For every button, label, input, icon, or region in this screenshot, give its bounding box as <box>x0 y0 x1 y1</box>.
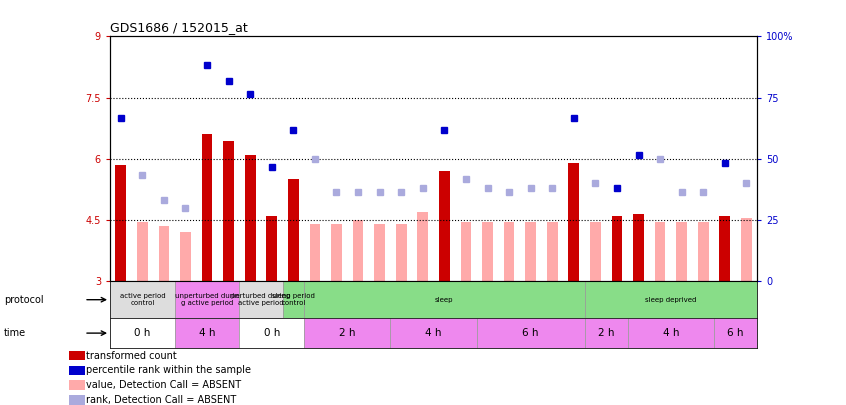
Text: GDS1686 / 152015_at: GDS1686 / 152015_at <box>110 21 248 34</box>
Text: 2 h: 2 h <box>339 328 355 338</box>
Bar <box>590 222 601 281</box>
Bar <box>390 318 476 348</box>
Bar <box>476 318 585 348</box>
Text: active period
control: active period control <box>119 293 165 306</box>
Bar <box>69 366 85 375</box>
Bar <box>115 165 126 281</box>
Bar <box>633 214 644 281</box>
Bar <box>585 318 628 348</box>
Text: unperturbed durin
g active period: unperturbed durin g active period <box>175 293 239 306</box>
Bar <box>714 318 757 348</box>
Bar <box>137 222 148 281</box>
Bar <box>283 281 304 318</box>
Text: rank, Detection Call = ABSENT: rank, Detection Call = ABSENT <box>86 395 237 405</box>
Bar <box>223 141 234 281</box>
Bar <box>288 179 299 281</box>
Bar <box>266 216 277 281</box>
Bar <box>719 216 730 281</box>
Text: sleep: sleep <box>435 297 453 303</box>
Bar <box>69 395 85 405</box>
Bar <box>239 281 283 318</box>
Bar <box>741 218 752 281</box>
Text: transformed count: transformed count <box>86 351 177 361</box>
Bar <box>439 171 450 281</box>
Bar <box>110 318 174 348</box>
Bar <box>460 222 471 281</box>
Bar <box>482 222 493 281</box>
Bar <box>69 351 85 360</box>
Text: 2 h: 2 h <box>598 328 614 338</box>
Bar <box>585 281 757 318</box>
Text: value, Detection Call = ABSENT: value, Detection Call = ABSENT <box>86 380 241 390</box>
Bar <box>525 222 536 281</box>
Text: 0 h: 0 h <box>264 328 280 338</box>
Bar <box>417 212 428 281</box>
Text: 4 h: 4 h <box>662 328 679 338</box>
Bar <box>331 224 342 281</box>
Bar <box>174 281 239 318</box>
Text: sleep period
control: sleep period control <box>272 293 315 306</box>
Text: perturbed during
active period: perturbed during active period <box>231 293 291 306</box>
Bar <box>655 222 666 281</box>
Text: time: time <box>4 328 26 338</box>
Bar <box>180 232 191 281</box>
Bar <box>110 281 174 318</box>
Bar <box>547 222 558 281</box>
Bar <box>174 318 239 348</box>
Bar <box>158 226 169 281</box>
Bar <box>304 281 585 318</box>
Bar <box>503 222 514 281</box>
Bar <box>698 222 709 281</box>
Text: 6 h: 6 h <box>728 328 744 338</box>
Bar <box>244 155 255 281</box>
Bar <box>396 224 407 281</box>
Bar <box>201 134 212 281</box>
Bar <box>676 222 687 281</box>
Bar <box>628 318 714 348</box>
Bar <box>239 318 304 348</box>
Text: 6 h: 6 h <box>522 328 539 338</box>
Bar <box>304 318 390 348</box>
Bar <box>612 216 623 281</box>
Text: 4 h: 4 h <box>426 328 442 338</box>
Text: sleep deprived: sleep deprived <box>645 297 696 303</box>
Text: 0 h: 0 h <box>135 328 151 338</box>
Bar <box>69 380 85 390</box>
Bar <box>310 224 321 281</box>
Text: 4 h: 4 h <box>199 328 216 338</box>
Bar <box>353 220 364 281</box>
Bar <box>569 163 580 281</box>
Bar <box>374 224 385 281</box>
Text: percentile rank within the sample: percentile rank within the sample <box>86 365 251 375</box>
Text: protocol: protocol <box>4 295 44 305</box>
